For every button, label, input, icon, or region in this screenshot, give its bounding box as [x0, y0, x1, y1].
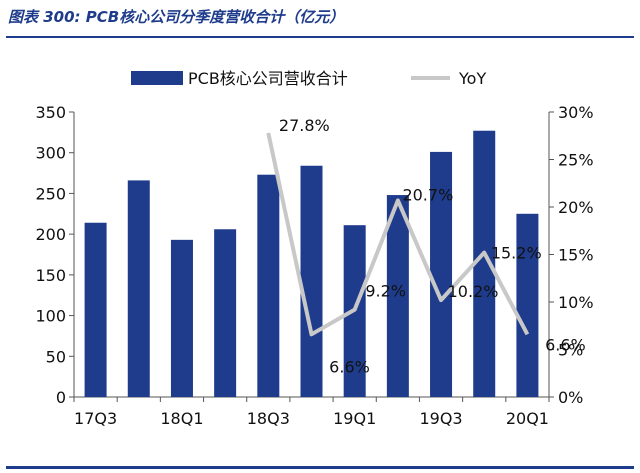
- yoy-line: [266, 132, 530, 337]
- axes: 0 50 100 150 200 250 300 350 0% 5% 10% 15% 20% 25% 30%…: [35, 103, 593, 428]
- y-left-tick-label: 100: [35, 307, 66, 326]
- yoy-data-label: 6.6%: [545, 335, 586, 354]
- x-tick-label: 18Q1: [160, 409, 203, 428]
- bar: [127, 180, 150, 397]
- y-right-tick-label: 0%: [558, 388, 583, 407]
- x-tick-label: 19Q1: [333, 409, 376, 428]
- footer-rule: [6, 466, 634, 469]
- yoy-data-label: 9.2%: [365, 282, 406, 301]
- yoy-data-label: 27.8%: [279, 116, 330, 135]
- y-right-tick-label: 25%: [558, 151, 594, 170]
- bar: [516, 213, 539, 397]
- y-left-tick-label: 150: [35, 266, 66, 285]
- x-tick-label: 20Q1: [506, 409, 549, 428]
- y-right-tick-label: 20%: [558, 198, 594, 217]
- y-right-tick-label: 15%: [558, 246, 594, 265]
- bar-series: [84, 130, 539, 397]
- y-right-tick-label: 5%: [558, 341, 583, 360]
- legend: PCB核心公司营收合计 YoY: [131, 69, 486, 88]
- y-left-tick-label: 350: [35, 103, 66, 122]
- legend-swatch-bar: [131, 71, 183, 85]
- bar: [257, 174, 280, 397]
- bar: [214, 229, 237, 397]
- bar: [386, 195, 409, 397]
- figure-title: 图表 300: PCB核心公司分季度营收合计（亿元）: [8, 8, 345, 26]
- bar: [473, 130, 496, 397]
- legend-label-line: YoY: [458, 69, 486, 88]
- x-tick-label: 18Q3: [247, 409, 290, 428]
- y-left-tick-label: 300: [35, 144, 66, 163]
- x-tick-label: 17Q3: [74, 409, 117, 428]
- bar: [430, 151, 453, 397]
- bar: [170, 239, 193, 397]
- yoy-data-label: 20.7%: [402, 185, 453, 204]
- y-left-tick-label: 50: [46, 347, 66, 366]
- y-right-tick-label: 10%: [558, 293, 594, 312]
- yoy-data-label: 15.2%: [491, 244, 542, 263]
- x-tick-label: 19Q3: [419, 409, 462, 428]
- yoy-data-label: 10.2%: [448, 282, 499, 301]
- yoy-data-label: 6.6%: [329, 357, 370, 376]
- bar: [84, 222, 107, 397]
- y-left-tick-label: 200: [35, 225, 66, 244]
- yoy-line-series: [266, 132, 530, 337]
- y-left-tick-label: 0: [56, 388, 66, 407]
- y-right-tick-label: 30%: [558, 103, 594, 122]
- data-labels: 27.8% 6.6% 9.2% 20.7% 10.2% 15.2% 6.6%: [279, 116, 586, 376]
- bar: [300, 165, 323, 397]
- y-left-tick-label: 250: [35, 184, 66, 203]
- title-rule: [6, 36, 634, 38]
- legend-label-bar: PCB核心公司营收合计: [188, 69, 348, 88]
